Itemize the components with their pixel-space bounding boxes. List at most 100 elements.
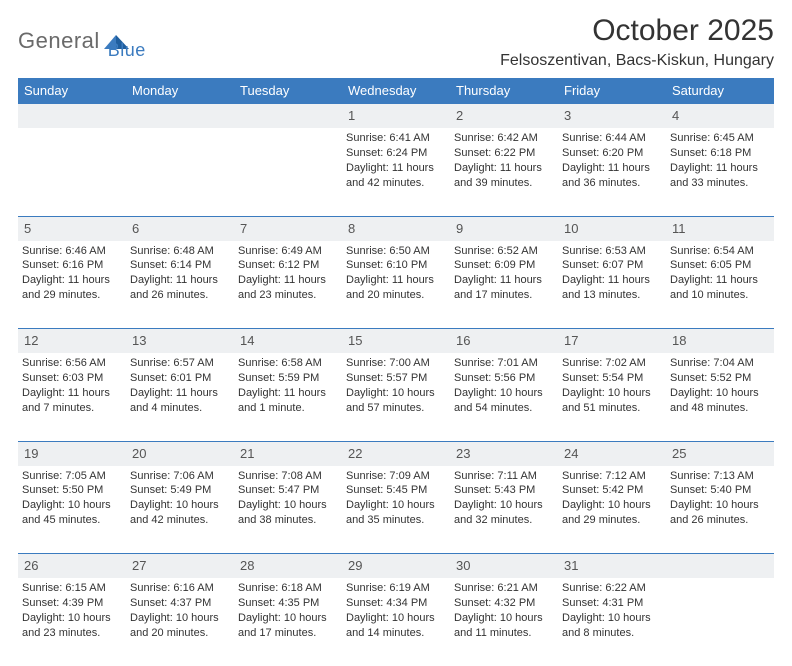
daylight-line: Daylight: 11 hours and 26 minutes. [130, 273, 230, 303]
day-cell [666, 578, 774, 666]
day-number: 11 [672, 221, 686, 236]
sunset-line: Sunset: 6:05 PM [670, 258, 770, 273]
day-details: Sunrise: 7:05 AMSunset: 5:50 PMDaylight:… [22, 469, 122, 528]
sunrise-line: Sunrise: 7:13 AM [670, 469, 770, 484]
day-cell: Sunrise: 6:54 AMSunset: 6:05 PMDaylight:… [666, 241, 774, 329]
day-number-cell: 12 [18, 329, 126, 354]
day-details: Sunrise: 7:09 AMSunset: 5:45 PMDaylight:… [346, 469, 446, 528]
day-number: 14 [240, 333, 254, 348]
daylight-line: Daylight: 11 hours and 17 minutes. [454, 273, 554, 303]
sunrise-line: Sunrise: 6:57 AM [130, 356, 230, 371]
weekday-header: Friday [558, 78, 666, 104]
day-number-cell: 24 [558, 441, 666, 466]
day-number-cell: 30 [450, 554, 558, 579]
day-cell [18, 128, 126, 216]
sunset-line: Sunset: 4:39 PM [22, 596, 122, 611]
daylight-line: Daylight: 10 hours and 20 minutes. [130, 611, 230, 641]
day-details: Sunrise: 6:57 AMSunset: 6:01 PMDaylight:… [130, 356, 230, 415]
day-cell: Sunrise: 6:52 AMSunset: 6:09 PMDaylight:… [450, 241, 558, 329]
logo-text-blue: Blue [108, 20, 146, 61]
day-number: 31 [564, 558, 578, 573]
day-details: Sunrise: 6:53 AMSunset: 6:07 PMDaylight:… [562, 244, 662, 303]
day-cell [234, 128, 342, 216]
sunrise-line: Sunrise: 6:15 AM [22, 581, 122, 596]
title-block: October 2025 Felsoszentivan, Bacs-Kiskun… [500, 14, 774, 70]
daylight-line: Daylight: 11 hours and 29 minutes. [22, 273, 122, 303]
sunset-line: Sunset: 6:01 PM [130, 371, 230, 386]
day-cell: Sunrise: 6:45 AMSunset: 6:18 PMDaylight:… [666, 128, 774, 216]
day-number-cell: 21 [234, 441, 342, 466]
weekday-header: Thursday [450, 78, 558, 104]
day-number-cell: 18 [666, 329, 774, 354]
month-title: October 2025 [500, 14, 774, 48]
day-details: Sunrise: 6:50 AMSunset: 6:10 PMDaylight:… [346, 244, 446, 303]
day-number-row: 19202122232425 [18, 441, 774, 466]
daylight-line: Daylight: 11 hours and 36 minutes. [562, 161, 662, 191]
day-number: 24 [564, 446, 578, 461]
day-details: Sunrise: 6:22 AMSunset: 4:31 PMDaylight:… [562, 581, 662, 640]
daylight-line: Daylight: 11 hours and 20 minutes. [346, 273, 446, 303]
day-number: 7 [240, 221, 247, 236]
day-number: 5 [24, 221, 31, 236]
day-number: 19 [24, 446, 38, 461]
day-details: Sunrise: 6:46 AMSunset: 6:16 PMDaylight:… [22, 244, 122, 303]
daylight-line: Daylight: 10 hours and 32 minutes. [454, 498, 554, 528]
day-number-cell: 19 [18, 441, 126, 466]
day-details: Sunrise: 7:00 AMSunset: 5:57 PMDaylight:… [346, 356, 446, 415]
day-number-cell [666, 554, 774, 579]
sunset-line: Sunset: 6:09 PM [454, 258, 554, 273]
day-number: 1 [348, 108, 355, 123]
day-number-row: 12131415161718 [18, 329, 774, 354]
sunrise-line: Sunrise: 6:49 AM [238, 244, 338, 259]
day-number-cell: 15 [342, 329, 450, 354]
sunrise-line: Sunrise: 6:46 AM [22, 244, 122, 259]
daylight-line: Daylight: 11 hours and 10 minutes. [670, 273, 770, 303]
day-number-row: 1234 [18, 104, 774, 129]
daylight-line: Daylight: 10 hours and 35 minutes. [346, 498, 446, 528]
day-cell: Sunrise: 7:00 AMSunset: 5:57 PMDaylight:… [342, 353, 450, 441]
sunrise-line: Sunrise: 7:08 AM [238, 469, 338, 484]
calendar-body: 1234Sunrise: 6:41 AMSunset: 6:24 PMDayli… [18, 104, 774, 666]
sunset-line: Sunset: 5:45 PM [346, 483, 446, 498]
daylight-line: Daylight: 11 hours and 39 minutes. [454, 161, 554, 191]
day-number-cell: 2 [450, 104, 558, 129]
day-cell: Sunrise: 7:09 AMSunset: 5:45 PMDaylight:… [342, 466, 450, 554]
sunset-line: Sunset: 6:24 PM [346, 146, 446, 161]
day-details: Sunrise: 7:01 AMSunset: 5:56 PMDaylight:… [454, 356, 554, 415]
daylight-line: Daylight: 10 hours and 14 minutes. [346, 611, 446, 641]
day-number-cell: 25 [666, 441, 774, 466]
day-details: Sunrise: 7:11 AMSunset: 5:43 PMDaylight:… [454, 469, 554, 528]
day-details: Sunrise: 7:12 AMSunset: 5:42 PMDaylight:… [562, 469, 662, 528]
daylight-line: Daylight: 10 hours and 17 minutes. [238, 611, 338, 641]
daylight-line: Daylight: 10 hours and 11 minutes. [454, 611, 554, 641]
sunrise-line: Sunrise: 6:54 AM [670, 244, 770, 259]
sunset-line: Sunset: 6:10 PM [346, 258, 446, 273]
day-number-cell: 1 [342, 104, 450, 129]
day-cell: Sunrise: 6:50 AMSunset: 6:10 PMDaylight:… [342, 241, 450, 329]
sunrise-line: Sunrise: 7:05 AM [22, 469, 122, 484]
day-details: Sunrise: 6:54 AMSunset: 6:05 PMDaylight:… [670, 244, 770, 303]
day-number: 16 [456, 333, 470, 348]
sunrise-line: Sunrise: 6:22 AM [562, 581, 662, 596]
day-details: Sunrise: 6:18 AMSunset: 4:35 PMDaylight:… [238, 581, 338, 640]
daylight-line: Daylight: 10 hours and 8 minutes. [562, 611, 662, 641]
day-details: Sunrise: 6:41 AMSunset: 6:24 PMDaylight:… [346, 131, 446, 190]
day-cell: Sunrise: 7:06 AMSunset: 5:49 PMDaylight:… [126, 466, 234, 554]
sunrise-line: Sunrise: 7:04 AM [670, 356, 770, 371]
sunset-line: Sunset: 4:32 PM [454, 596, 554, 611]
day-cell: Sunrise: 6:42 AMSunset: 6:22 PMDaylight:… [450, 128, 558, 216]
sunset-line: Sunset: 5:49 PM [130, 483, 230, 498]
day-number-cell: 20 [126, 441, 234, 466]
day-number-cell: 11 [666, 216, 774, 241]
day-details: Sunrise: 6:42 AMSunset: 6:22 PMDaylight:… [454, 131, 554, 190]
day-number-cell [234, 104, 342, 129]
day-number-cell: 14 [234, 329, 342, 354]
sunrise-line: Sunrise: 6:45 AM [670, 131, 770, 146]
sunset-line: Sunset: 6:07 PM [562, 258, 662, 273]
sunrise-line: Sunrise: 7:12 AM [562, 469, 662, 484]
daylight-line: Daylight: 10 hours and 54 minutes. [454, 386, 554, 416]
weekday-header: Sunday [18, 78, 126, 104]
daylight-line: Daylight: 11 hours and 23 minutes. [238, 273, 338, 303]
day-number-cell: 31 [558, 554, 666, 579]
day-number-cell: 23 [450, 441, 558, 466]
